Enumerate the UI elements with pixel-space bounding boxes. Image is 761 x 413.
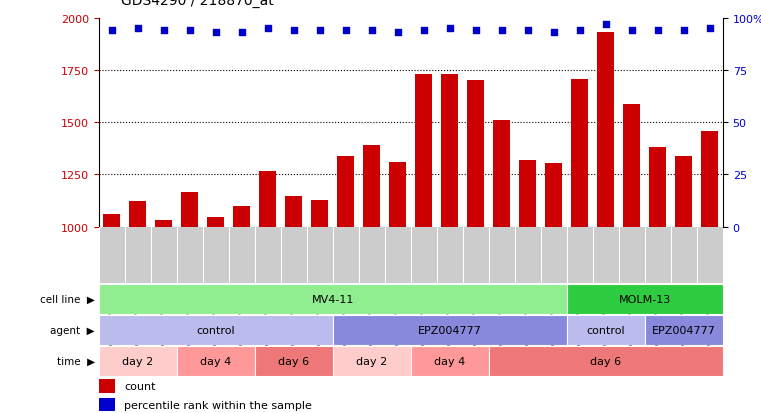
Bar	[649, 148, 667, 227]
Bar	[702, 131, 718, 227]
Bar	[567, 315, 645, 345]
Text: control: control	[196, 325, 235, 335]
Point	[470, 28, 482, 34]
Bar	[208, 218, 224, 227]
Bar	[467, 81, 485, 227]
Text: GDS4290 / 218870_at: GDS4290 / 218870_at	[122, 0, 274, 8]
Bar	[520, 160, 537, 227]
Text: cell line  ▶: cell line ▶	[40, 294, 95, 304]
Bar	[493, 121, 511, 227]
Point	[288, 28, 300, 34]
Bar	[489, 346, 723, 376]
Bar	[645, 315, 723, 345]
Point	[522, 28, 534, 34]
Point	[444, 26, 456, 32]
Text: time  ▶: time ▶	[57, 356, 95, 366]
Text: day 4: day 4	[435, 356, 466, 366]
Point	[184, 28, 196, 34]
Bar	[260, 172, 276, 227]
Bar	[234, 206, 250, 227]
Point	[652, 28, 664, 34]
Point	[366, 28, 378, 34]
Point	[106, 28, 118, 34]
Bar	[129, 201, 146, 227]
Bar	[99, 398, 114, 411]
Text: day 6: day 6	[591, 356, 622, 366]
Bar	[337, 156, 355, 227]
Bar	[572, 80, 588, 227]
Point	[158, 28, 170, 34]
Bar	[676, 156, 693, 227]
Text: count: count	[124, 381, 155, 391]
Text: MOLM-13: MOLM-13	[619, 294, 671, 304]
Bar	[441, 75, 458, 227]
Bar	[597, 33, 614, 227]
Text: day 6: day 6	[279, 356, 310, 366]
Point	[704, 26, 716, 32]
Text: day 2: day 2	[123, 356, 154, 366]
Point	[626, 28, 638, 34]
Bar	[567, 284, 723, 314]
Bar	[103, 215, 120, 227]
Point	[678, 28, 690, 34]
Point	[236, 30, 248, 36]
Bar	[411, 346, 489, 376]
Bar	[623, 105, 641, 227]
Point	[496, 28, 508, 34]
Bar	[99, 284, 567, 314]
Text: percentile rank within the sample: percentile rank within the sample	[124, 400, 312, 410]
Bar	[390, 162, 406, 227]
Bar	[416, 75, 432, 227]
Bar	[99, 315, 333, 345]
Bar	[181, 193, 199, 227]
Text: EPZ004777: EPZ004777	[418, 325, 482, 335]
Text: MV4-11: MV4-11	[312, 294, 354, 304]
Point	[392, 30, 404, 36]
Bar	[177, 346, 255, 376]
Bar	[333, 315, 567, 345]
Text: control: control	[587, 325, 626, 335]
Point	[600, 21, 612, 28]
Bar	[333, 346, 411, 376]
Bar	[255, 346, 333, 376]
Bar	[546, 164, 562, 227]
Point	[548, 30, 560, 36]
Bar	[99, 346, 177, 376]
Text: day 2: day 2	[356, 356, 387, 366]
Point	[132, 26, 144, 32]
Bar	[99, 380, 114, 392]
Point	[262, 26, 274, 32]
Bar	[155, 221, 173, 227]
Point	[574, 28, 586, 34]
Text: EPZ004777: EPZ004777	[652, 325, 716, 335]
Point	[340, 28, 352, 34]
Text: agent  ▶: agent ▶	[50, 325, 95, 335]
Point	[314, 28, 326, 34]
Point	[210, 30, 222, 36]
Bar	[311, 200, 329, 227]
Bar	[285, 197, 302, 227]
Point	[418, 28, 430, 34]
Text: day 4: day 4	[200, 356, 231, 366]
Bar	[364, 146, 380, 227]
